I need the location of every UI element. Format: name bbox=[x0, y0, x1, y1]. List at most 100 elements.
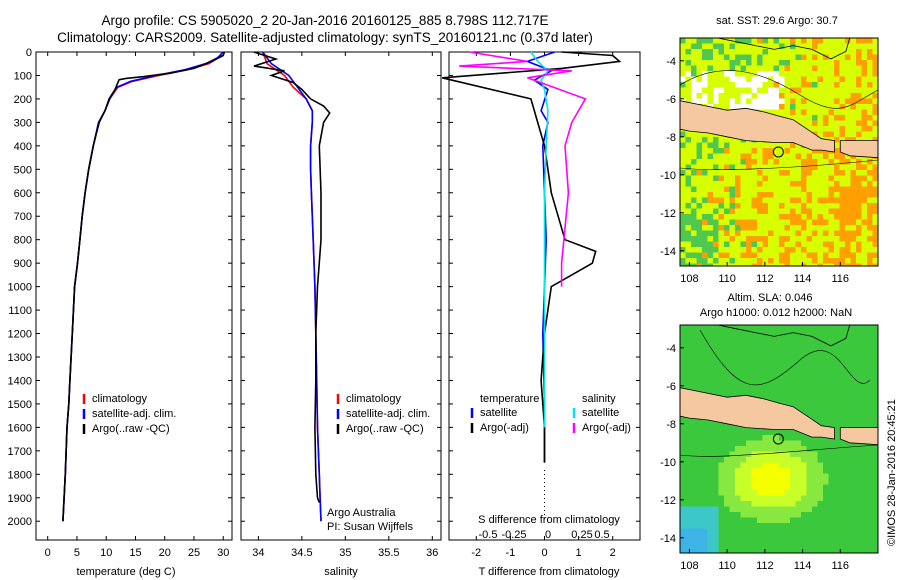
map-cell bbox=[757, 38, 763, 44]
map-cell bbox=[740, 98, 747, 105]
map-cell bbox=[790, 506, 796, 513]
map-cell bbox=[735, 82, 741, 88]
map-cell bbox=[834, 241, 840, 248]
map-cell bbox=[828, 330, 835, 337]
coast-borneo bbox=[717, 38, 851, 60]
map-cell bbox=[691, 468, 697, 474]
map-cell bbox=[806, 374, 813, 381]
map-cell bbox=[872, 115, 878, 121]
map-cell bbox=[735, 93, 741, 99]
map-cell bbox=[828, 451, 835, 458]
map-cell bbox=[806, 402, 813, 408]
map-cell bbox=[707, 54, 714, 61]
map-cell bbox=[856, 484, 862, 491]
map-cell bbox=[812, 153, 818, 160]
map-cell bbox=[856, 391, 862, 397]
map-cell bbox=[801, 263, 807, 266]
map-cell bbox=[691, 550, 697, 553]
map-cell bbox=[806, 539, 813, 546]
map-cell bbox=[850, 43, 857, 50]
map-cell bbox=[746, 534, 752, 540]
map-cell bbox=[872, 175, 878, 182]
map-cell bbox=[757, 197, 763, 204]
map-cell bbox=[713, 159, 719, 165]
map-cell bbox=[713, 506, 719, 513]
map-cell bbox=[834, 347, 840, 353]
map-cell bbox=[784, 501, 791, 507]
map-cell bbox=[724, 65, 730, 72]
map-cell bbox=[702, 550, 708, 553]
argo-marker bbox=[772, 433, 784, 445]
map-cell bbox=[724, 462, 730, 469]
map-cell bbox=[729, 523, 736, 529]
map-cell bbox=[773, 252, 780, 259]
map-cell bbox=[757, 203, 763, 209]
map-cell bbox=[861, 76, 868, 83]
map-cell bbox=[735, 517, 741, 524]
map-cell bbox=[823, 49, 829, 55]
map-cell bbox=[773, 197, 780, 204]
map-cell bbox=[757, 539, 763, 546]
map-cell bbox=[839, 512, 846, 518]
map-cell bbox=[746, 341, 752, 348]
map-cell bbox=[790, 451, 796, 458]
map-cell bbox=[740, 54, 747, 61]
map-cell bbox=[729, 142, 736, 149]
map-cell bbox=[812, 396, 818, 403]
map-cell bbox=[680, 181, 686, 187]
map-cell bbox=[768, 396, 774, 403]
map-cell bbox=[828, 126, 835, 132]
map-cell bbox=[861, 352, 868, 359]
map-cell bbox=[856, 358, 862, 364]
map-cell bbox=[696, 369, 703, 375]
map-cell bbox=[861, 126, 868, 132]
map-cell bbox=[839, 424, 846, 430]
map-cell bbox=[784, 247, 791, 253]
map-cell bbox=[867, 506, 873, 513]
map-cell bbox=[828, 120, 835, 127]
map-cell bbox=[713, 523, 719, 529]
map-cell bbox=[795, 76, 802, 83]
map-cell bbox=[713, 164, 719, 171]
map-cell bbox=[773, 247, 780, 253]
map-cell bbox=[812, 98, 818, 105]
map-cell bbox=[856, 462, 862, 469]
map-cell bbox=[691, 352, 697, 359]
y-tick-label: 600 bbox=[14, 188, 32, 200]
map-cell bbox=[718, 159, 725, 165]
map-cell bbox=[839, 418, 846, 425]
map-cell bbox=[718, 164, 725, 171]
map-cell bbox=[867, 247, 873, 253]
map-cell bbox=[773, 325, 780, 331]
map-cell bbox=[680, 142, 686, 149]
map-cell bbox=[872, 424, 878, 430]
map-cell bbox=[779, 159, 785, 165]
map-cell bbox=[735, 545, 741, 551]
map-cell bbox=[806, 258, 813, 264]
map-cell bbox=[834, 484, 840, 491]
map-cell bbox=[828, 523, 835, 529]
map-cell bbox=[839, 230, 846, 237]
map-cell bbox=[718, 230, 725, 237]
map-cell bbox=[872, 517, 878, 524]
map-cell bbox=[768, 534, 774, 540]
map-cell bbox=[867, 126, 873, 132]
land-java bbox=[680, 100, 835, 153]
map-cell bbox=[713, 495, 719, 502]
map-cell bbox=[784, 65, 791, 72]
map-cell bbox=[751, 225, 758, 231]
map-cell bbox=[801, 468, 807, 474]
contour bbox=[680, 159, 878, 170]
map-cell bbox=[757, 164, 763, 171]
map-cell bbox=[850, 506, 857, 513]
map-cell bbox=[817, 126, 824, 132]
map-cell bbox=[746, 148, 752, 154]
map-cell bbox=[696, 347, 703, 353]
map-cell bbox=[718, 225, 725, 231]
map-cell bbox=[845, 325, 851, 331]
map-cell bbox=[817, 104, 824, 110]
map-cell bbox=[801, 82, 807, 88]
map-cell bbox=[680, 418, 686, 425]
map-cell bbox=[872, 413, 878, 419]
map-cell bbox=[707, 369, 714, 375]
